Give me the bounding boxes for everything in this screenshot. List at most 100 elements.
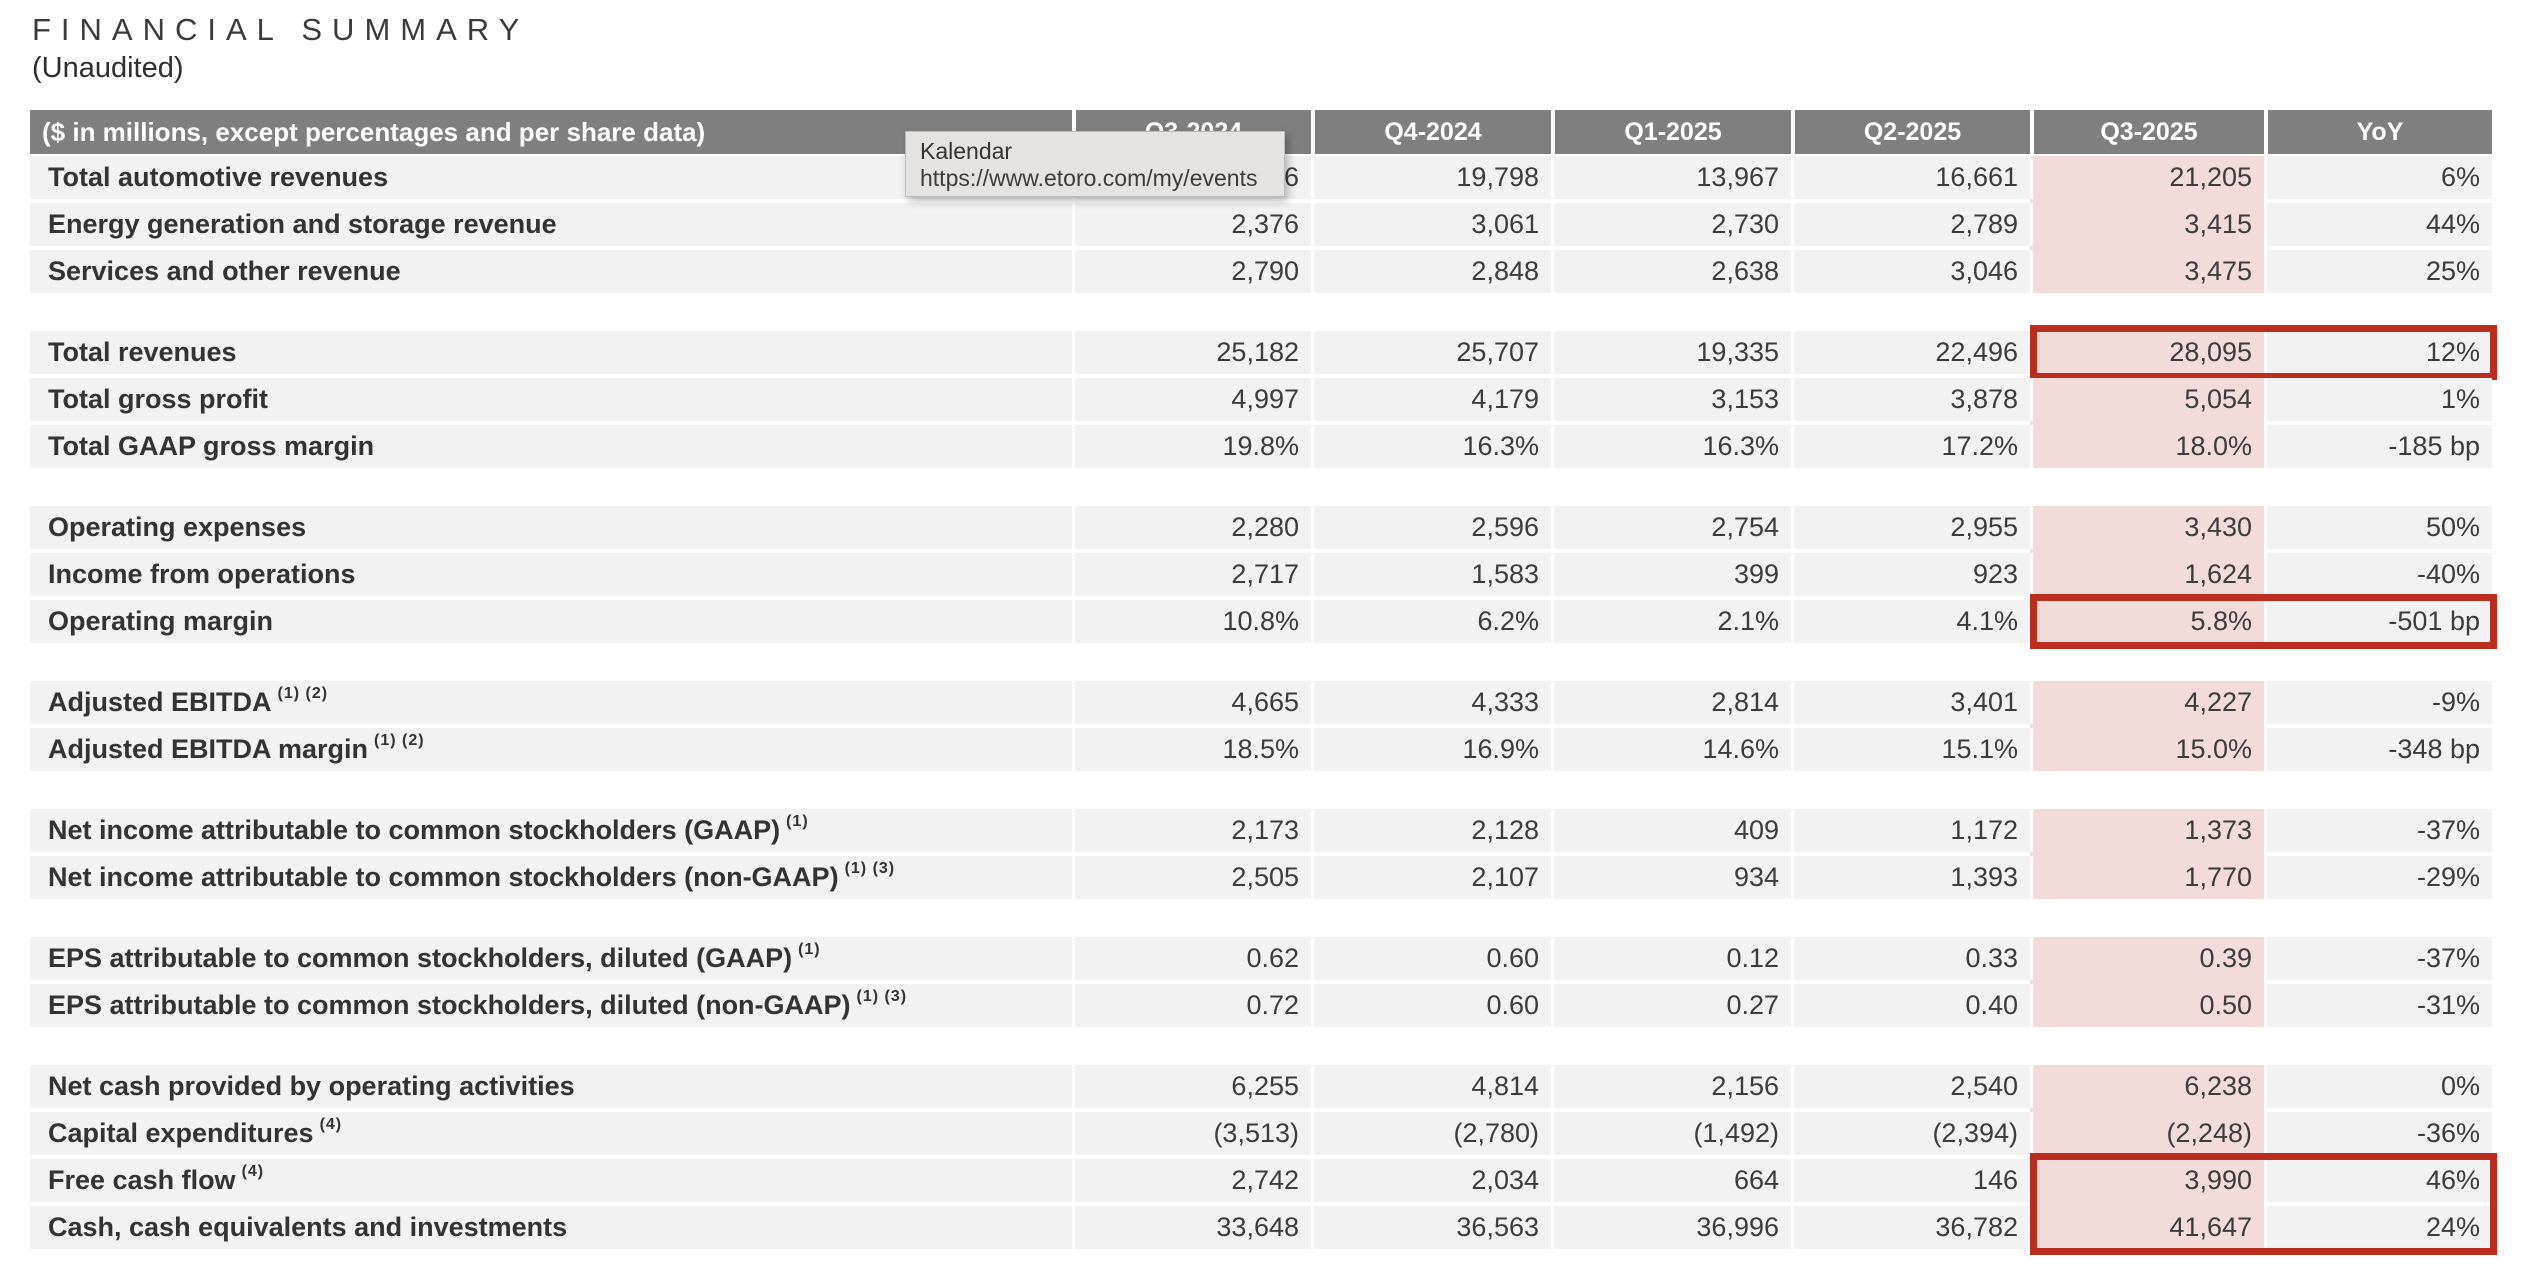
cell-value: 0.62 [1072, 937, 1311, 980]
cell-value: 2,128 [1311, 809, 1551, 852]
cell-value: 17.2% [1791, 425, 2030, 468]
row-label: EPS attributable to common stockholders,… [30, 984, 1072, 1027]
row-label-text: Capital expenditures [48, 1118, 314, 1148]
cell-value: 2,717 [1072, 553, 1311, 596]
cell-value: 2,955 [1791, 506, 2030, 549]
header-col-4: Q3-2025 [2030, 110, 2264, 154]
tooltip-url: https://www.etoro.com/my/events [920, 165, 1258, 191]
row-label: Net income attributable to common stockh… [30, 856, 1072, 899]
table-row: Cash, cash equivalents and investments 33… [30, 1206, 2492, 1249]
cell-value: -501 bp [2264, 600, 2492, 643]
table-row: Capital expenditures (4) (3,513) (2,780) (1,… [30, 1112, 2492, 1155]
row-label-text: Total revenues [48, 337, 237, 367]
cell-value: 1,172 [1791, 809, 2030, 852]
cell-value: (2,394) [1791, 1112, 2030, 1155]
cell-value: 3,430 [2030, 506, 2264, 549]
table-row: Services and other revenue 2,790 2,848 2,63… [30, 250, 2492, 293]
cell-value: 2,638 [1551, 250, 1791, 293]
cell-value: 4,665 [1072, 681, 1311, 724]
footnote-marker: (1) (3) [856, 987, 908, 1005]
row-label: Total revenues [30, 331, 1072, 374]
row-label: Adjusted EBITDA (1) (2) [30, 681, 1072, 724]
cell-value: 1% [2264, 378, 2492, 421]
page-subtitle: (Unaudited) [32, 52, 184, 84]
header-col-5: YoY [2264, 110, 2492, 154]
cell-value: 36,996 [1551, 1206, 1791, 1249]
row-label: Total automotive revenues [30, 156, 1072, 199]
cell-value: 1,624 [2030, 553, 2264, 596]
cell-value: 44% [2264, 203, 2492, 246]
row-label: Capital expenditures (4) [30, 1112, 1072, 1155]
cell-value: 3,401 [1791, 681, 2030, 724]
table-section: Net income attributable to common stockh… [30, 809, 2492, 899]
row-label: Cash, cash equivalents and investments [30, 1206, 1072, 1249]
table-body: Total automotive revenues 6 19,798 13,967 16… [30, 156, 2497, 1255]
cell-value: -348 bp [2264, 728, 2492, 771]
cell-value: 399 [1551, 553, 1791, 596]
table-header: ($ in millions, except percentages and p… [30, 110, 2492, 154]
cell-value: 2,790 [1072, 250, 1311, 293]
row-label-text: Income from operations [48, 559, 356, 589]
cell-value: 15.0% [2030, 728, 2264, 771]
cell-value: 2,540 [1791, 1065, 2030, 1108]
table-row: Income from operations 2,717 1,583 399 923 1,… [30, 553, 2492, 596]
link-tooltip: Kalendar https://www.etoro.com/my/events [905, 131, 1285, 197]
table-row: Net income attributable to common stockh… [30, 809, 2492, 852]
row-label-text: Total automotive revenues [48, 162, 389, 192]
row-label-text: Operating expenses [48, 512, 307, 542]
cell-value: 3,061 [1311, 203, 1551, 246]
cell-value: 16,661 [1791, 156, 2030, 199]
cell-value: -9% [2264, 681, 2492, 724]
cell-value: 4.1% [1791, 600, 2030, 643]
footnote-marker: (1) [798, 940, 821, 958]
cell-value: 1,373 [2030, 809, 2264, 852]
cell-value: 0.27 [1551, 984, 1791, 1027]
row-label-text: Adjusted EBITDA margin [48, 734, 369, 764]
cell-value: 1,770 [2030, 856, 2264, 899]
cell-value: 14.6% [1551, 728, 1791, 771]
cell-value: 2,280 [1072, 506, 1311, 549]
cell-value: 934 [1551, 856, 1791, 899]
cell-value: -37% [2264, 809, 2492, 852]
cell-value: 2,376 [1072, 203, 1311, 246]
row-label: Services and other revenue [30, 250, 1072, 293]
cell-value: 41,647 [2030, 1206, 2264, 1249]
cell-value: 3,475 [2030, 250, 2264, 293]
row-label-text: Total gross profit [48, 384, 268, 414]
row-label: Income from operations [30, 553, 1072, 596]
page-title: FINANCIAL SUMMARY [32, 12, 530, 47]
header-col-2: Q1-2025 [1551, 110, 1791, 154]
cell-value: 18.5% [1072, 728, 1311, 771]
table-section: EPS attributable to common stockholders,… [30, 937, 2492, 1027]
footnote-marker: (4) [319, 1115, 343, 1133]
table-row: Net cash provided by operating activitie… [30, 1065, 2492, 1108]
row-label-text: EPS attributable to common stockholders,… [48, 943, 793, 973]
cell-value: 19.8% [1072, 425, 1311, 468]
cell-value: 0.50 [2030, 984, 2264, 1027]
cell-value: 4,227 [2030, 681, 2264, 724]
cell-value: 1,393 [1791, 856, 2030, 899]
header-col-3: Q2-2025 [1791, 110, 2030, 154]
cell-value: (3,513) [1072, 1112, 1311, 1155]
cell-value: 0.40 [1791, 984, 2030, 1027]
row-label-text: Energy generation and storage revenue [48, 209, 557, 239]
cell-value: 4,997 [1072, 378, 1311, 421]
row-label-text: Free cash flow [48, 1165, 236, 1195]
cell-value: 2,754 [1551, 506, 1791, 549]
cell-value: 2.1% [1551, 600, 1791, 643]
cell-value: 12% [2264, 331, 2492, 374]
row-label-text: Operating margin [48, 606, 274, 636]
cell-value: 19,335 [1551, 331, 1791, 374]
cell-value: 4,814 [1311, 1065, 1551, 1108]
cell-value: 2,596 [1311, 506, 1551, 549]
cell-value: 2,505 [1072, 856, 1311, 899]
cell-value: 923 [1791, 553, 2030, 596]
cell-value: 2,173 [1072, 809, 1311, 852]
row-label-text: Adjusted EBITDA [48, 687, 272, 717]
cell-value: 0.33 [1791, 937, 2030, 980]
cell-value: 0.60 [1311, 984, 1551, 1027]
cell-value: 409 [1551, 809, 1791, 852]
footnote-marker: (4) [241, 1162, 265, 1180]
cell-value: 2,730 [1551, 203, 1791, 246]
row-label-text: Total GAAP gross margin [48, 431, 375, 461]
